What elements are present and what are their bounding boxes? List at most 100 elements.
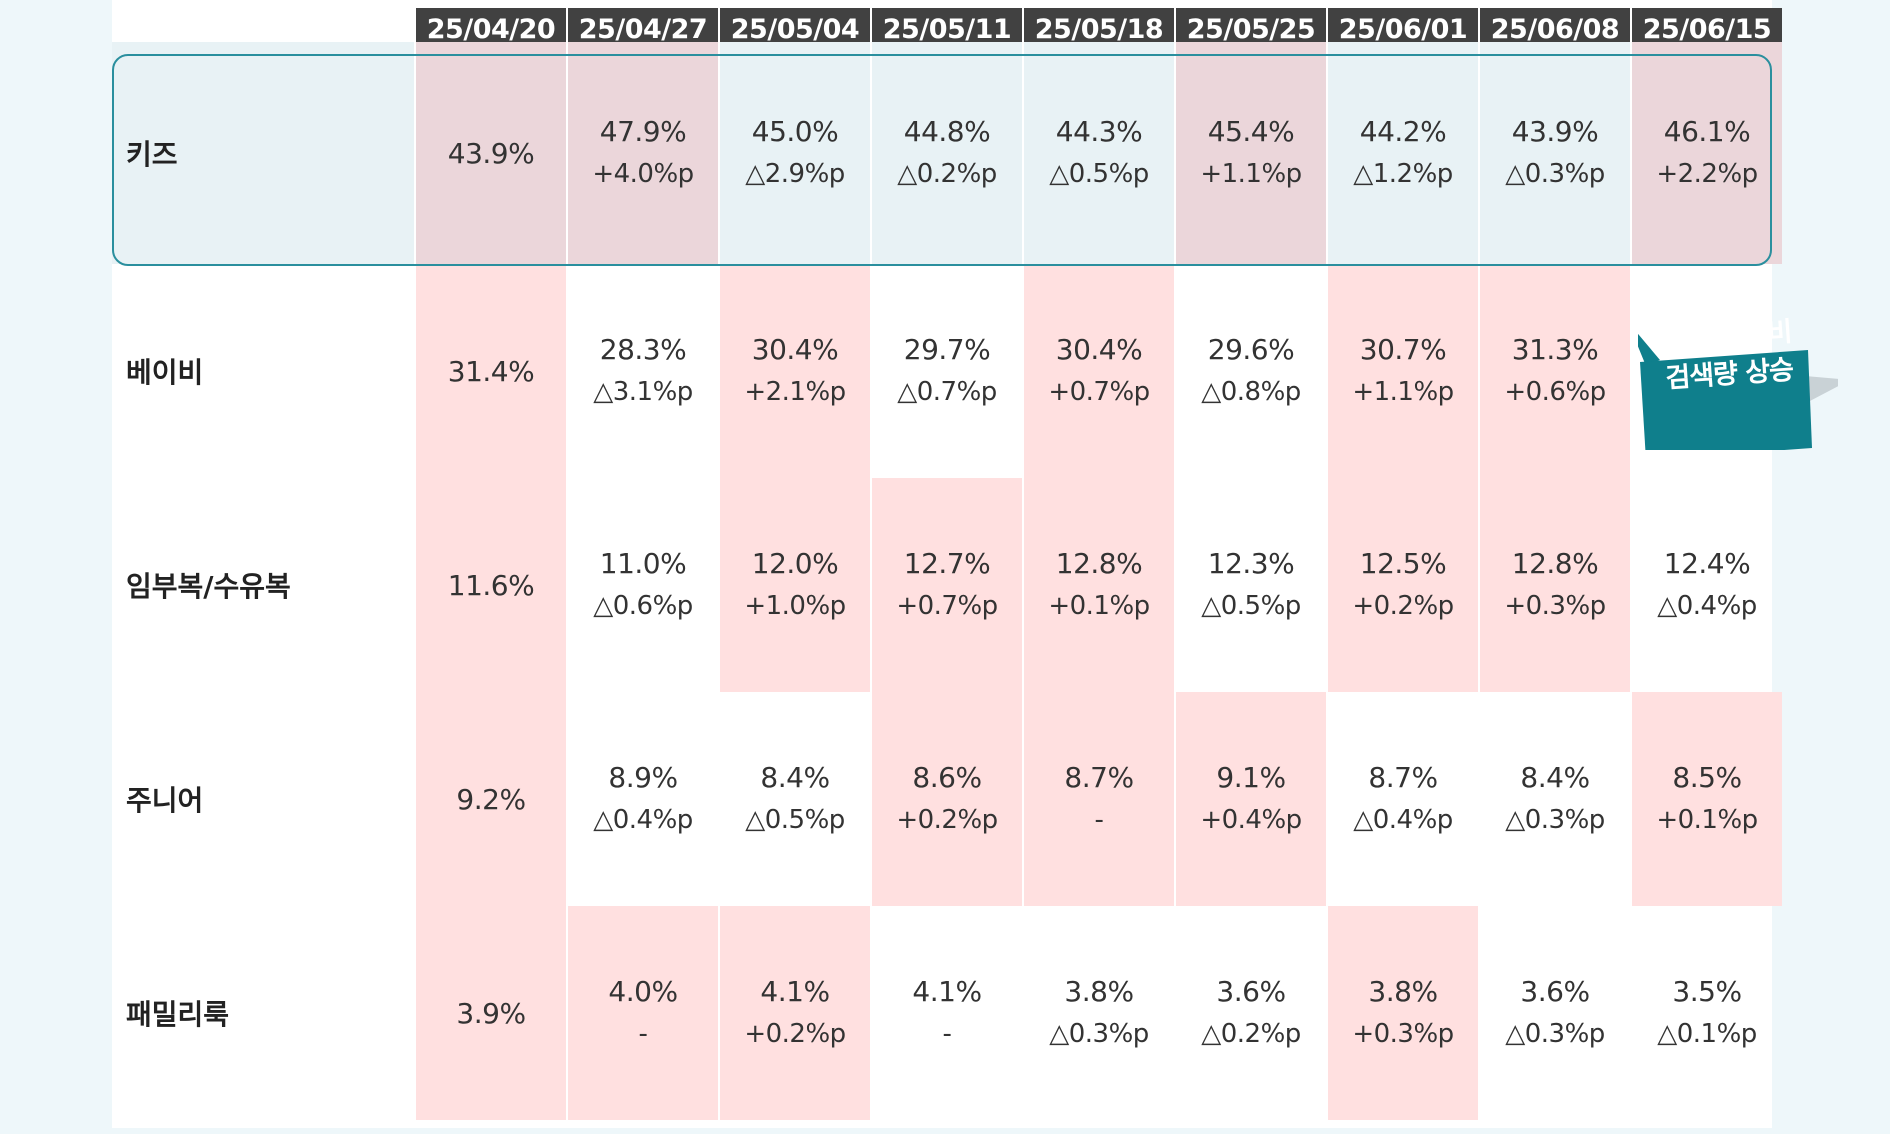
cell-value: 3.9% [456,996,526,1030]
table-cell: 9.2% [416,692,566,906]
cell-value: 3.6% [1520,975,1590,1008]
cell-value: 12.4% [1663,547,1751,580]
cell-change: +0.3%p [1504,591,1606,621]
cell-change: △0.5%p [745,805,845,835]
cell-change: △2.9%p [745,159,845,189]
table-cell: 12.5% +0.2%p [1328,478,1478,692]
cell-value: 45.0% [751,115,839,148]
table-cell: 30.7% +1.1%p [1328,264,1478,478]
cell-value: 12.8% [1511,547,1599,580]
cell-change: △0.3%p [1505,159,1605,189]
cell-value: 11.6% [447,568,535,602]
row-label: 주니어 [126,784,204,817]
cell-value: 8.7% [1368,761,1438,794]
row-label: 베이비 [126,356,204,389]
cell-value: 31.3% [1511,333,1599,366]
table-cell: 4.1% +0.2%p [720,906,870,1120]
table-cell: 45.4% +1.1%p [1176,42,1326,264]
table-cell: 11.0% △0.6%p [568,478,718,692]
cell-value: 11.0% [599,547,687,580]
cell-change: △0.4%p [1353,805,1453,835]
share-table: 25/04/20 25/04/27 25/05/04 25/05/11 25/05/18… [112,0,1782,1128]
row-label: 키즈 [112,42,414,264]
table-cell: 4.1% - [872,906,1022,1120]
cell-change: △0.3%p [1505,805,1605,835]
cell-value: 30.7% [1359,333,1447,366]
cell-change: - [638,1019,648,1049]
table-cell: 3.5% △0.1%p [1632,906,1782,1120]
cell-change: +4.0%p [592,159,694,189]
table-cell: 30.4% +0.7%p [1024,264,1174,478]
table-cell: 11.6% [416,478,566,692]
table-cell: 47.9% +4.0%p [568,42,718,264]
cell-change: +0.2%p [744,1019,846,1049]
cell-value: 8.9% [608,761,678,794]
cell-value: 4.1% [760,975,830,1008]
table-cell: 29.6% △0.8%p [1176,264,1326,478]
cell-change: △0.3%p [1049,1019,1149,1049]
cell-value: 8.5% [1672,761,1742,794]
cell-value: 8.4% [760,761,830,794]
cell-value: 3.8% [1064,975,1134,1008]
cell-value: 29.7% [903,333,991,366]
cell-change: +0.3%p [1352,1019,1454,1049]
table-cell: 8.4% △0.5%p [720,692,870,906]
annotation-callout: 9주 전 대비 검색량 상승 [1638,300,1838,450]
cell-value: 8.6% [912,761,982,794]
cell-value: 8.7% [1064,761,1134,794]
cell-change: △0.5%p [1049,159,1149,189]
table-cell: 3.6% △0.3%p [1480,906,1630,1120]
callout-bubble-icon [1638,333,1838,450]
cell-value: 9.2% [456,782,526,816]
table-cell: 12.4% △0.4%p [1632,478,1782,692]
cell-change: △0.6%p [593,591,693,621]
cell-value: 3.6% [1216,975,1286,1008]
cell-change: - [1094,805,1104,835]
cell-value: 12.7% [903,547,991,580]
table-cell: 8.4% △0.3%p [1480,692,1630,906]
cell-change: △0.2%p [1201,1019,1301,1049]
cell-change: △0.4%p [1657,591,1757,621]
table-cell: 29.7% △0.7%p [872,264,1022,478]
cell-value: 12.0% [751,547,839,580]
cell-change: △0.3%p [1505,1019,1605,1049]
callout-text: 9주 전 대비 검색량 상승 [1646,313,1811,400]
table-cell: 43.9% △0.3%p [1480,42,1630,264]
cell-change: △0.2%p [897,159,997,189]
cell-change: - [942,1019,952,1049]
table-cell: 31.4% [416,264,566,478]
cell-value: 28.3% [599,333,687,366]
table-cell: 44.8% △0.2%p [872,42,1022,264]
table-cell: 8.5% +0.1%p [1632,692,1782,906]
table-cell: 28.3% △3.1%p [568,264,718,478]
cell-change: +0.7%p [1048,377,1150,407]
cell-value: 44.8% [903,115,991,148]
table-cell: 12.8% +0.3%p [1480,478,1630,692]
cell-change: △0.7%p [897,377,997,407]
table-cell: 8.7% - [1024,692,1174,906]
table-cell: 8.7% △0.4%p [1328,692,1478,906]
table-cell: 12.7% +0.7%p [872,478,1022,692]
cell-value: 44.2% [1359,115,1447,148]
cell-value: 45.4% [1207,115,1295,148]
table-cell: 12.3% △0.5%p [1176,478,1326,692]
cell-change: +0.2%p [1352,591,1454,621]
table-card: 25/04/20 25/04/27 25/05/04 25/05/11 25/05/18… [112,0,1782,1128]
cell-change: +1.1%p [1200,159,1302,189]
row-label: 임부복/수유복 [126,570,291,603]
cell-value: 43.9% [1511,115,1599,148]
cell-change: +0.6%p [1504,377,1606,407]
cell-value: 43.9% [447,136,535,170]
table-cell: 44.2% △1.2%p [1328,42,1478,264]
cell-change: △1.2%p [1353,159,1453,189]
table-corner [112,0,414,42]
cell-value: 12.3% [1207,547,1295,580]
table-cell: 3.6% △0.2%p [1176,906,1326,1120]
table-cell: 46.1% +2.2%p [1632,42,1782,264]
cell-change: △0.1%p [1657,1019,1757,1049]
cell-change: +0.7%p [896,591,998,621]
table-cell: 45.0% △2.9%p [720,42,870,264]
cell-value: 4.1% [912,975,982,1008]
cell-change: +2.1%p [744,377,846,407]
table-cell: 3.8% +0.3%p [1328,906,1478,1120]
